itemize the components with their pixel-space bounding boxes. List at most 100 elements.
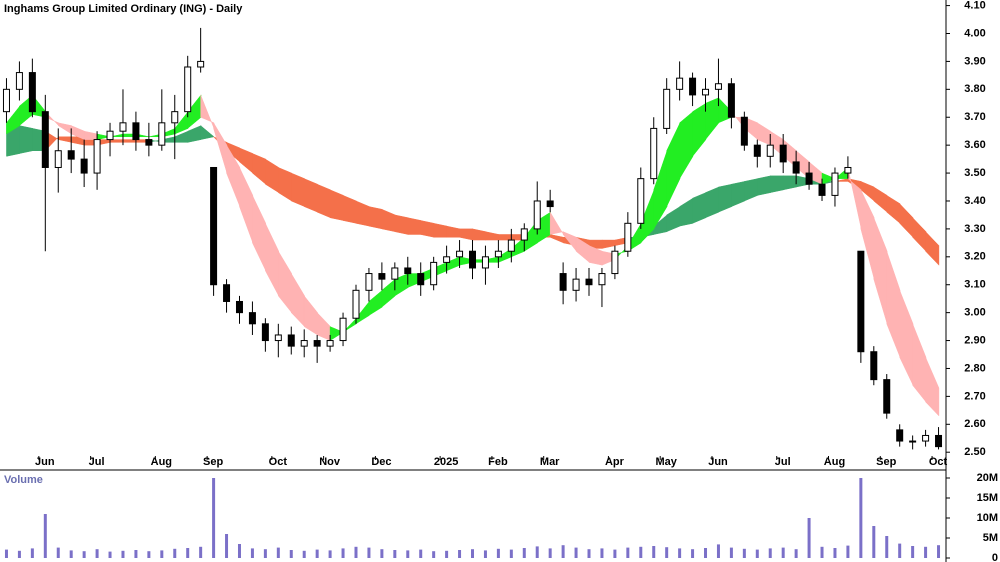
volume-bar (652, 546, 656, 558)
candle-body (326, 340, 334, 347)
candle-body (171, 111, 179, 124)
y-tick-label: 3.00 (964, 307, 985, 319)
volume-bar (393, 550, 397, 558)
volume-bar (95, 549, 99, 558)
volume-bar (820, 546, 824, 558)
candle-body (481, 256, 489, 269)
ribbon-segment (666, 122, 681, 207)
candle-body (54, 150, 62, 168)
candle-body (753, 144, 761, 157)
y-tick-label: 2.80 (964, 362, 985, 374)
volume-bar (846, 545, 850, 558)
candle-body (391, 267, 399, 280)
volume-bar (859, 478, 863, 558)
y-tick-label: 2.60 (964, 418, 985, 430)
volume-bar (924, 546, 928, 558)
candle-body (404, 267, 412, 275)
volume-bar (471, 549, 474, 558)
volume-bar (587, 549, 591, 558)
ribbon-segment (498, 234, 512, 241)
volume-bar (69, 550, 73, 558)
candle-body (197, 60, 205, 68)
volume-bar (794, 549, 798, 558)
ribbon-segment (692, 102, 707, 158)
ribbon-segment (329, 189, 344, 221)
ribbon-segment (899, 290, 914, 386)
ribbon-segment (303, 178, 318, 213)
volume-bar (911, 546, 915, 558)
volume-bar (691, 549, 695, 558)
ribbon-segment (316, 183, 331, 219)
volume-bar (173, 548, 177, 558)
x-tick-label: Sep (203, 456, 223, 468)
volume-bar (367, 547, 371, 558)
volume-bar (833, 548, 837, 558)
volume-bar (17, 550, 21, 558)
volume-bar (225, 534, 229, 558)
ribbon-segment (226, 144, 241, 207)
volume-bar (716, 544, 720, 558)
volume-bar (419, 549, 423, 558)
ribbon-segment (213, 121, 228, 174)
candle-body (585, 278, 593, 286)
volume-bar (406, 550, 410, 558)
x-tick-label: Dec (371, 456, 391, 468)
candle-body (883, 379, 891, 414)
volume-bar (354, 546, 358, 558)
ribbon-segment (705, 186, 720, 219)
x-tick-label: Aug (151, 456, 172, 468)
x-tick-label: Sep (876, 456, 896, 468)
x-tick-label: May (656, 456, 678, 468)
volume-bar (43, 514, 47, 558)
candle-body (41, 111, 49, 168)
volume-bar (250, 548, 254, 558)
candle-body (145, 139, 153, 146)
volume-bar (898, 543, 902, 558)
ribbon-segment (200, 125, 215, 140)
y-tick-label: 2.90 (964, 334, 985, 346)
ribbon-segment (19, 125, 34, 154)
ribbon-segment (291, 272, 305, 328)
x-tick-label: Aug (824, 456, 845, 468)
y-tick-label: 3.60 (964, 139, 985, 151)
volume-bar (56, 547, 60, 558)
candle-body (184, 66, 192, 113)
y-tick-label: 4.00 (964, 27, 985, 39)
ribbon-segment (912, 217, 927, 252)
candle-body (106, 130, 114, 141)
y-tick-label: 3.30 (964, 223, 985, 235)
volume-bar (665, 547, 669, 558)
volume-bar (108, 551, 112, 558)
y-tick-label: 3.90 (964, 55, 985, 67)
ribbon-segment (420, 220, 435, 238)
candle-body (689, 77, 697, 96)
volume-bar (729, 547, 733, 558)
x-tick-label: Jul (775, 456, 791, 468)
x-tick-label: Oct (929, 456, 948, 468)
volume-bar (885, 536, 889, 558)
candle-body (598, 273, 606, 286)
ribbon-segment (899, 203, 914, 238)
candle-body (507, 239, 515, 252)
x-tick-label: Jun (35, 456, 55, 468)
candle-body (300, 340, 308, 347)
volume-bar (82, 551, 86, 558)
volume-bar (937, 545, 941, 558)
volume-bar (768, 548, 772, 558)
volume-bar (561, 545, 565, 558)
candle-body (663, 88, 671, 129)
y2-tick-label: 5M (983, 532, 998, 544)
y-tick-label: 3.50 (964, 167, 985, 179)
volume-bar (199, 546, 203, 558)
ribbon-segment (925, 231, 940, 266)
volume-bar (237, 544, 241, 558)
candle-body (235, 300, 243, 314)
candle-body (365, 273, 373, 291)
volume-bar (432, 551, 436, 558)
ribbon-segment (239, 167, 254, 243)
candle-body (287, 334, 295, 347)
volume-bar (302, 550, 306, 558)
candle-body (779, 144, 787, 163)
candle-body (520, 228, 528, 241)
